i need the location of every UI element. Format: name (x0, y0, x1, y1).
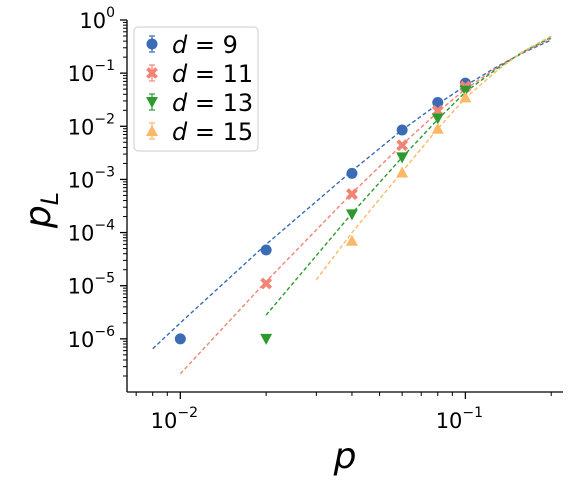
data-point-d13 (260, 333, 273, 345)
data-point-d11 (396, 139, 409, 152)
legend-item-d15: d = 15 (146, 118, 253, 146)
y-tick-label: 100 (79, 5, 115, 33)
data-point-d9 (174, 333, 186, 345)
legend-label-d15: d = 15 (172, 118, 253, 146)
data-points (174, 77, 472, 345)
data-point-d15 (396, 166, 409, 178)
legend-marker-d11 (146, 67, 158, 79)
fit-line-d15 (315, 35, 552, 281)
x-tick-label: 10−1 (436, 405, 483, 433)
data-point-d15 (345, 234, 358, 246)
y-tick-label: 10−3 (68, 164, 115, 192)
x-tick-label: 10−2 (151, 405, 198, 433)
axes: 10−6 10−5 10−4 10−3 10−2 10−1 100 10−2 10−1 p pL (18, 5, 563, 477)
x-axis-title: p (333, 436, 357, 477)
data-point-d11 (260, 277, 273, 290)
data-point-d13 (459, 85, 472, 97)
data-point-d9 (432, 97, 444, 109)
legend-label-d9: d = 9 (172, 31, 238, 59)
fit-line-d13 (265, 36, 552, 316)
legend-marker-d9 (146, 38, 158, 50)
legend-item-d9: d = 9 (146, 31, 238, 59)
legend-label-d13: d = 13 (172, 89, 253, 117)
legend-label-d11: d = 11 (172, 60, 253, 88)
data-point-d13 (345, 209, 358, 221)
legend-marker-d13 (146, 97, 158, 108)
data-point-d9 (260, 244, 272, 256)
y-tick-label: 10−2 (68, 111, 115, 139)
legend-box (133, 26, 259, 152)
data-point-d15 (431, 122, 444, 134)
data-point-d11 (346, 188, 358, 200)
data-point-d9 (396, 124, 408, 136)
y-tick-label: 10−4 (68, 218, 115, 246)
legend-item-d13: d = 13 (146, 89, 253, 117)
data-point-d15 (459, 91, 472, 103)
y-axis-title: pL (18, 192, 64, 229)
legend-marker-d15 (146, 125, 158, 136)
data-point-d9 (346, 167, 358, 179)
data-point-d13 (431, 113, 444, 125)
y-tick-label: 10−6 (68, 324, 115, 352)
y-tick-label: 10−1 (68, 58, 115, 86)
data-point-d13 (396, 152, 409, 164)
legend-item-d11: d = 11 (146, 60, 253, 88)
legend: d = 9d = 11d = 13d = 15 (133, 26, 259, 152)
y-tick-label: 10−5 (68, 271, 115, 299)
